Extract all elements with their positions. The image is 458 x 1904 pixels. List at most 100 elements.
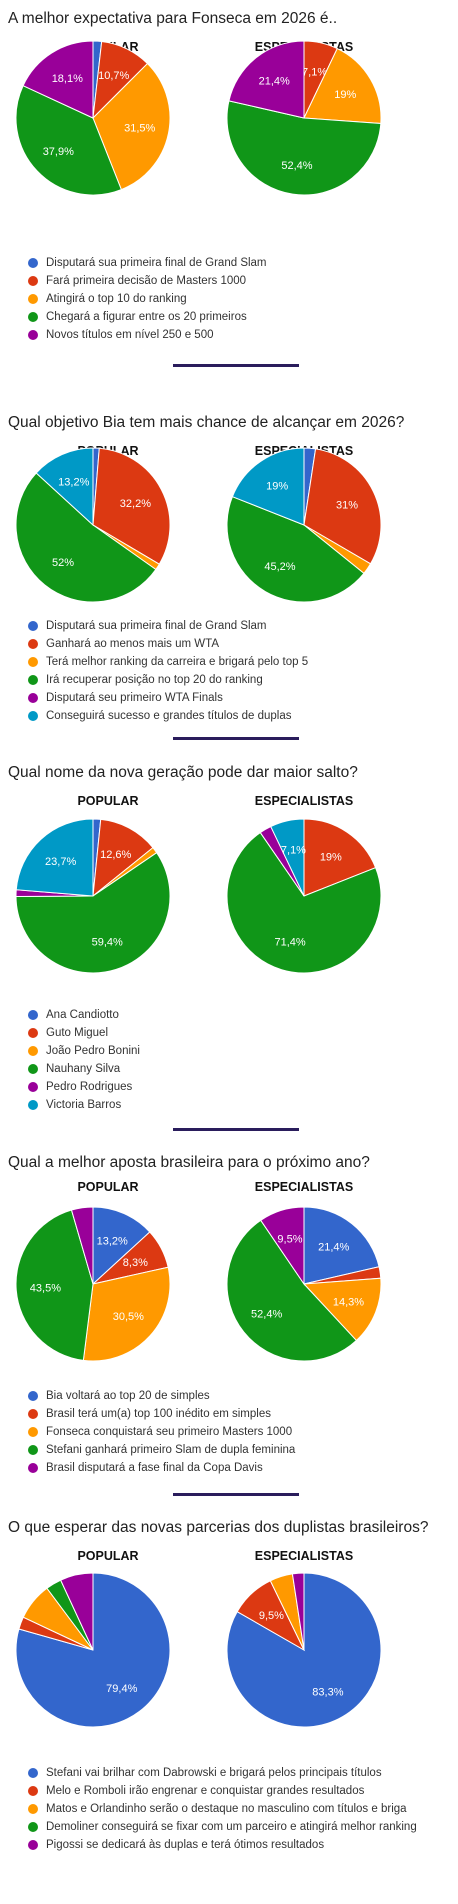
legend-item: Disputará sua primeira final de Grand Sl… [28, 617, 308, 635]
specialists-label: ESPECIALISTAS [254, 794, 354, 808]
popular-label: POPULAR [77, 794, 139, 808]
pie-slice [92, 447, 171, 565]
legend-color-swatch [28, 294, 38, 304]
legend-color-swatch [28, 693, 38, 703]
slice-data-label: 31% [336, 499, 358, 511]
pie-charts: 12,6% 59,4% 23,7% 19% 71,4% 7,1% [15, 818, 382, 974]
slice-data-label: 32,2% [120, 498, 151, 510]
legend-label: Brasil terá um(a) top 100 inédito em sim… [46, 1408, 271, 1420]
pie-charts: 13,2% 8,3% 30,5% 43,5% 21,4% 14,3% 52,4% 9,5% [15, 1206, 382, 1362]
legend-label: Terá melhor ranking da carreira e brigar… [46, 656, 309, 668]
legend-color-swatch [28, 1010, 38, 1020]
legend-color-swatch [28, 621, 38, 631]
slice-data-label: 59,4% [92, 937, 123, 949]
legend-label: Brasil disputará a fase final da Copa Da… [46, 1462, 263, 1474]
legend-color-swatch [28, 1768, 38, 1778]
legend-label: Melo e Romboli irão engrenar e conquista… [46, 1785, 365, 1797]
slice-data-label: 12,6% [100, 849, 131, 861]
legend-color-swatch [28, 1391, 38, 1401]
legend-color-swatch [28, 639, 38, 649]
slice-data-label: 37,9% [43, 146, 74, 158]
legend-item: Fonseca conquistará seu primeiro Masters… [28, 1423, 295, 1441]
legend-label: Matos e Orlandinho serão o destaque no m… [46, 1803, 407, 1815]
legend-item: Ana Candiotto [28, 1006, 140, 1024]
pie-slice [15, 818, 94, 897]
specialists-label: ESPECIALISTAS [254, 1549, 354, 1563]
slice-data-label: 43,5% [30, 1283, 61, 1295]
legend-color-swatch [28, 1064, 38, 1074]
slice-data-label: 8,3% [123, 1257, 148, 1269]
legend-item: Stefani vai brilhar com Dabrowski e brig… [28, 1764, 417, 1782]
legend-item: Victoria Barros [28, 1096, 140, 1114]
pie-slice [303, 448, 382, 565]
slice-data-label: 21,4% [318, 1242, 349, 1254]
legend-label: Stefani ganhará primeiro Slam de dupla f… [46, 1444, 296, 1456]
legend-item: Disputará seu primeiro WTA Finals [28, 689, 308, 707]
legend-item: Brasil disputará a fase final da Copa Da… [28, 1459, 295, 1477]
legend-label: João Pedro Bonini [46, 1045, 140, 1057]
legend-label: Irá recuperar posição no top 20 do ranki… [46, 674, 263, 686]
pie-slice [15, 1572, 171, 1728]
legend-label: Disputará seu primeiro WTA Finals [46, 692, 223, 704]
legend-item: Irá recuperar posição no top 20 do ranki… [28, 671, 308, 689]
slice-data-label: 52,4% [281, 160, 312, 172]
legend-color-swatch [28, 1463, 38, 1473]
legend-item: Ganhará ao menos mais um WTA [28, 635, 308, 653]
pie-slice [226, 100, 382, 196]
section-divider [173, 737, 299, 740]
slice-data-label: 10,7% [98, 70, 129, 82]
slice-data-label: 19% [266, 481, 288, 493]
popular-label: POPULAR [77, 1549, 139, 1563]
question-title: A melhor expectativa para Fonseca em 202… [8, 10, 338, 27]
question-title: Qual a melhor aposta brasileira para o p… [8, 1154, 370, 1171]
pie-slice [291, 1572, 305, 1651]
legend-item: Pigossi se dedicará às duplas e terá óti… [28, 1836, 417, 1854]
legend-label: Conseguirá sucesso e grandes títulos de … [46, 710, 292, 722]
poll-section-1: A melhor expectativa para Fonseca em 202… [0, 0, 458, 341]
slice-data-label: 13,2% [58, 476, 89, 488]
legend-item: Disputará sua primeira final de Grand Sl… [28, 254, 267, 272]
legend-label: Demoliner conseguirá se fixar com um par… [46, 1821, 417, 1833]
slice-data-label: 7,1% [302, 66, 327, 78]
slice-data-label: 31,5% [124, 123, 155, 135]
question-title: O que esperar das novas parcerias dos du… [8, 1519, 429, 1536]
legend-label: Atingirá o top 10 do ranking [46, 293, 187, 305]
pie-slice [70, 1206, 94, 1285]
pie-slice [302, 1277, 382, 1342]
legend-label: Guto Miguel [46, 1027, 109, 1039]
legend-label: Pedro Rodrigues [46, 1081, 133, 1093]
chart-legend: Bia voltará ao top 20 de simples Brasil t… [28, 1387, 295, 1477]
slice-data-label: 83,3% [312, 1686, 343, 1698]
legend-color-swatch [28, 1409, 38, 1419]
pie-charts: 79,4% 83,3% 9,5% [15, 1572, 382, 1728]
legend-color-swatch [28, 258, 38, 268]
legend-label: Nauhany Silva [46, 1063, 121, 1075]
pie-slice [303, 818, 377, 897]
legend-item: Nauhany Silva [28, 1060, 140, 1078]
pie-slice [303, 1206, 380, 1285]
legend-item: Demoliner conseguirá se fixar com um par… [28, 1818, 417, 1836]
pie-slice [92, 62, 171, 191]
legend-item: Conseguirá sucesso e grandes títulos de … [28, 707, 308, 725]
legend-label: Bia voltará ao top 20 de simples [46, 1390, 210, 1402]
pie-slice [22, 40, 94, 119]
legend-label: Victoria Barros [46, 1099, 122, 1111]
pie-slice [92, 1206, 151, 1286]
pie-slice [15, 1209, 94, 1361]
legend-color-swatch [28, 1100, 38, 1110]
slice-data-label: 21,4% [259, 76, 290, 88]
legend-item: Brasil terá um(a) top 100 inédito em sim… [28, 1405, 295, 1423]
legend-item: Fará primeira decisão de Masters 1000 [28, 272, 267, 290]
legend-label: Fará primeira decisão de Masters 1000 [46, 275, 247, 287]
question-title: Qual nome da nova geração pode dar maior… [8, 764, 358, 781]
legend-color-swatch [28, 1427, 38, 1437]
slice-data-label: 7,1% [281, 844, 306, 856]
section-divider [173, 1128, 299, 1131]
legend-label: Ganhará ao menos mais um WTA [46, 638, 219, 650]
pie-slice [15, 852, 171, 974]
legend-item: Guto Miguel [28, 1024, 140, 1042]
slice-data-label: 19% [334, 89, 356, 101]
legend-label: Disputará sua primeira final de Grand Sl… [46, 620, 267, 632]
legend-color-swatch [28, 1445, 38, 1455]
pie-slice [303, 47, 382, 124]
